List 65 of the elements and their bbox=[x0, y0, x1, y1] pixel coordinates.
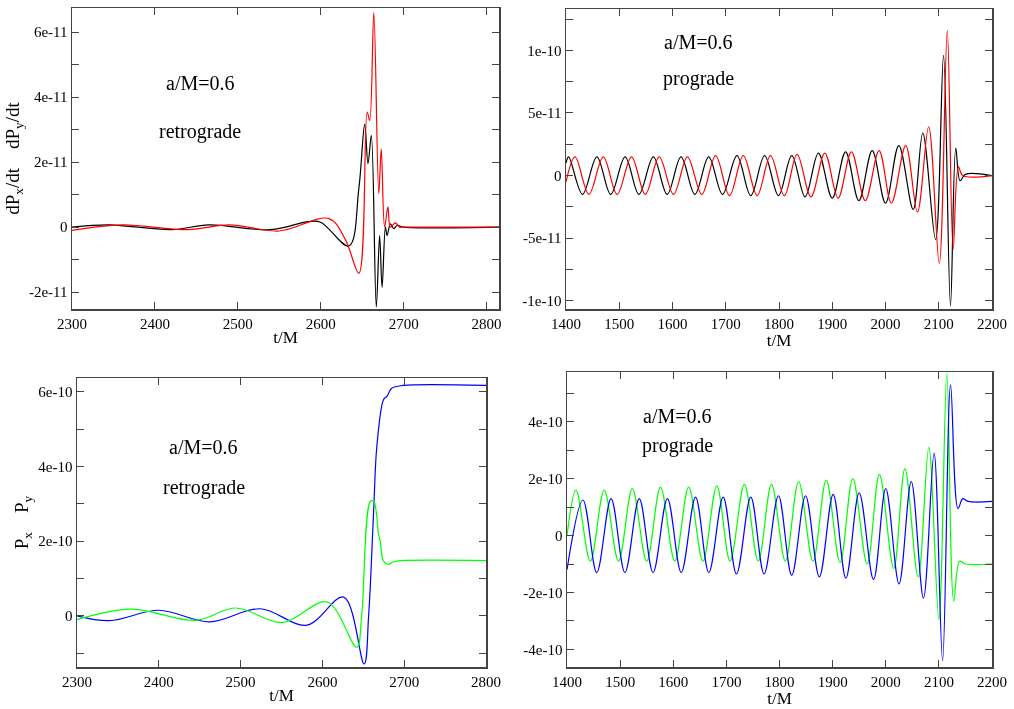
y-tick-label: 4e-10 bbox=[38, 458, 73, 475]
y-tick-label: 4e-11 bbox=[33, 89, 68, 106]
y-tick-label: -2e-11 bbox=[28, 284, 68, 301]
y-tick-label: -4e-10 bbox=[523, 641, 563, 658]
x-tick-label: 2300 bbox=[57, 315, 87, 332]
y-tick-label: 4e-10 bbox=[528, 414, 563, 431]
x-tick-label: 1400 bbox=[551, 315, 581, 332]
x-tick-label: 2500 bbox=[225, 673, 256, 690]
annotation: retrograde bbox=[159, 120, 242, 143]
x-tick-label: 1900 bbox=[817, 673, 848, 690]
y-tick-label: 5e-11 bbox=[527, 105, 562, 122]
annotation: prograde bbox=[663, 67, 735, 90]
x-tick-label: 1800 bbox=[764, 315, 794, 332]
y-tick-label: 2e-11 bbox=[33, 154, 68, 171]
x-tick-label: 2100 bbox=[923, 673, 954, 690]
x-tick-label: 1500 bbox=[604, 315, 635, 332]
x-tick-label: 1900 bbox=[817, 315, 848, 332]
x-tick-label: 2000 bbox=[870, 673, 901, 690]
x-axis-title: t/M bbox=[273, 327, 298, 347]
x-tick-label: 1500 bbox=[605, 673, 636, 690]
x-tick-label: 1600 bbox=[657, 315, 688, 332]
x-tick-label: 2300 bbox=[62, 673, 92, 690]
x-tick-label: 2000 bbox=[870, 315, 901, 332]
x-tick-label: 2400 bbox=[143, 673, 174, 690]
y-tick-label: 0 bbox=[555, 527, 563, 544]
x-tick-label: 2600 bbox=[307, 673, 338, 690]
x-tick-label: 1700 bbox=[711, 673, 742, 690]
line-series bbox=[567, 384, 992, 662]
x-axis-title: t/M bbox=[269, 685, 294, 705]
x-tick-label: 2100 bbox=[923, 315, 954, 332]
x-tick-label: 2800 bbox=[471, 315, 502, 332]
x-tick-label: 1600 bbox=[658, 673, 689, 690]
y-tick-label: 6e-11 bbox=[33, 24, 68, 41]
y-tick-label: -1e-10 bbox=[522, 293, 562, 310]
x-tick-label: 2600 bbox=[305, 315, 336, 332]
x-tick-label: 2700 bbox=[389, 673, 420, 690]
x-tick-label: 1400 bbox=[552, 673, 582, 690]
x-axis-title: t/M bbox=[766, 331, 792, 351]
x-tick-label: 2400 bbox=[139, 315, 170, 332]
line-series bbox=[566, 29, 992, 264]
annotation: prograde bbox=[642, 434, 714, 457]
line-series bbox=[566, 54, 992, 307]
y-tick-label: 2e-10 bbox=[528, 470, 563, 487]
line-series bbox=[77, 499, 486, 648]
annotation: a/M=0.6 bbox=[664, 31, 733, 53]
y-tick-label: 0 bbox=[65, 608, 73, 625]
x-tick-label: 1700 bbox=[710, 315, 741, 332]
x-tick-label: 2800 bbox=[471, 673, 501, 690]
annotation: a/M=0.6 bbox=[166, 72, 235, 94]
y-tick-label: -5e-11 bbox=[522, 230, 562, 247]
x-axis-title: t/M bbox=[767, 689, 792, 709]
y-tick-label: 1e-10 bbox=[527, 42, 562, 59]
y-tick-label: 2e-10 bbox=[38, 533, 73, 550]
y-tick-label: 6e-10 bbox=[38, 384, 73, 401]
x-tick-label: 2700 bbox=[388, 315, 419, 332]
x-tick-label: 2200 bbox=[977, 673, 1007, 690]
annotation: a/M=0.6 bbox=[643, 405, 712, 427]
y-tick-label: -2e-10 bbox=[523, 584, 563, 601]
x-tick-label: 2500 bbox=[222, 315, 253, 332]
annotation: a/M=0.6 bbox=[169, 436, 238, 458]
x-tick-label: 1800 bbox=[764, 673, 795, 690]
y-tick-label: 0 bbox=[60, 219, 68, 236]
y-tick-label: 0 bbox=[554, 167, 562, 184]
x-tick-label: 2200 bbox=[977, 315, 1007, 332]
annotation: retrograde bbox=[163, 476, 246, 499]
